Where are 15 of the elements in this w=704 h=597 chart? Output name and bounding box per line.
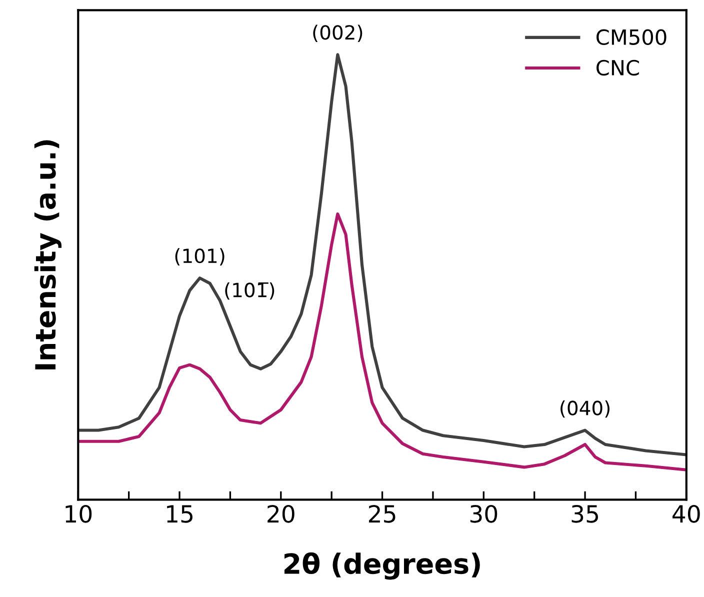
y-axis-title: Intensity (a.u.) [34, 140, 62, 370]
annotation: (101̅) [225, 282, 274, 300]
x-tick-label: 40 [672, 504, 700, 523]
x-tick-label: 25 [368, 504, 396, 523]
x-tick-label: 35 [572, 504, 598, 523]
x-tick-label: 30 [470, 504, 498, 523]
legend-label: CM500 [596, 29, 666, 46]
x-axis-title: 2θ (degrees) [284, 552, 480, 580]
x-tick-label: 15 [167, 505, 192, 523]
annotation: (040) [560, 400, 610, 418]
x-tick-label: 20 [268, 504, 294, 523]
annotation: (101) [175, 248, 224, 266]
legend-label: CNC [596, 60, 639, 76]
annotation: (002) [313, 24, 362, 42]
x-tick-label: 10 [66, 504, 92, 523]
